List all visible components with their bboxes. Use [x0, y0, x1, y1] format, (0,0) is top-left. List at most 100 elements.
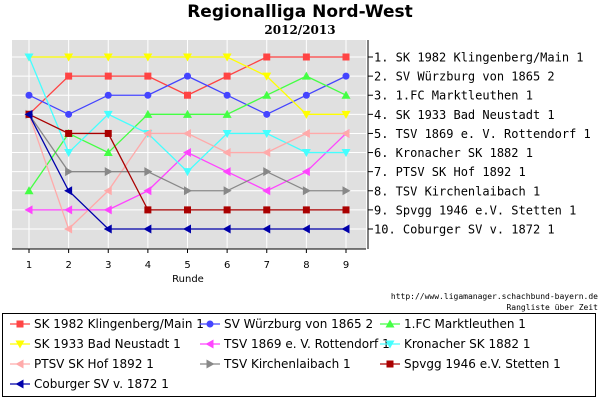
data-point	[104, 72, 112, 80]
data-point	[103, 186, 112, 196]
data-point	[302, 186, 311, 196]
data-point	[143, 224, 152, 234]
data-point	[143, 186, 152, 196]
series-line	[24, 53, 351, 177]
x-tick-label: 8	[303, 260, 309, 271]
data-point	[183, 128, 191, 138]
data-point	[341, 224, 350, 234]
legend-label: PTSV SK Hof 1892 1	[34, 357, 154, 371]
ranking-label: 5. TSV 1869 e. V. Rottendorf 1	[374, 127, 591, 141]
data-point	[222, 167, 231, 177]
data-point	[342, 53, 350, 61]
legend-label: Kronacher SK 1882 1	[404, 337, 531, 351]
legend-label: 1.FC Marktleuthen 1	[404, 317, 526, 331]
data-point	[24, 186, 34, 195]
legend-swatch	[380, 319, 400, 328]
data-point	[342, 72, 350, 80]
data-point	[65, 167, 74, 177]
data-point	[64, 186, 73, 196]
data-point	[263, 167, 272, 177]
series-line	[24, 128, 350, 215]
chart-subtitle: 2012/2013	[264, 23, 336, 37]
data-point	[302, 53, 310, 61]
data-point	[222, 224, 231, 234]
x-tick-label: 6	[224, 260, 230, 271]
ranking-label: 7. PTSV SK Hof 1892 1	[374, 165, 526, 179]
x-tick-label: 1	[26, 260, 32, 271]
data-point	[341, 90, 351, 99]
ranking-label: 8. TSV Kirchenlaibach 1	[374, 184, 540, 198]
data-point	[103, 224, 112, 234]
x-tick-label: 3	[105, 260, 111, 271]
data-point	[103, 110, 113, 119]
legend-item: SK 1982 Klingenberg/Main 1	[9, 316, 204, 332]
data-point	[262, 129, 272, 138]
legend-swatch	[10, 320, 30, 328]
data-point	[143, 128, 152, 138]
data-point	[262, 186, 271, 196]
data-point	[183, 109, 192, 118]
legend-item: SK 1933 Bad Neustadt 1	[9, 336, 181, 352]
data-point	[262, 224, 271, 234]
data-point	[103, 53, 113, 62]
legend-swatch	[380, 340, 400, 349]
data-point	[143, 53, 153, 62]
data-point	[223, 206, 231, 214]
data-point	[184, 72, 191, 80]
data-point	[262, 148, 271, 158]
x-tick-label: 9	[343, 260, 349, 271]
data-point	[341, 110, 351, 119]
data-point	[301, 149, 311, 158]
data-point	[144, 206, 152, 214]
data-point	[223, 72, 231, 80]
data-point	[65, 129, 73, 137]
chart-title: Regionalliga Nord-West	[187, 2, 413, 22]
legend-item: Coburger SV v. 1872 1	[9, 376, 169, 392]
data-point	[183, 224, 191, 234]
data-point	[144, 72, 152, 80]
legend-label: SK 1982 Klingenberg/Main 1	[34, 317, 204, 331]
data-point	[302, 206, 310, 214]
ranking-label: 3. 1.FC Marktleuthen 1	[374, 89, 533, 103]
legend-label: SV Würzburg von 1865 2	[224, 317, 374, 331]
data-point	[183, 53, 192, 62]
legend-label: Coburger SV v. 1872 1	[34, 377, 169, 391]
data-point	[143, 109, 153, 118]
data-point	[183, 148, 191, 158]
legend-item: TSV 1869 e. V. Rottendorf 1	[199, 336, 390, 352]
series-line	[25, 53, 350, 118]
legend-label: Spvgg 1946 e.V. Stetten 1	[404, 357, 561, 371]
data-point	[262, 90, 272, 99]
data-point	[103, 148, 113, 157]
x-tick-label: 5	[184, 260, 190, 271]
data-point	[342, 206, 350, 214]
x-tick-label: 7	[264, 260, 270, 271]
data-point	[222, 129, 232, 138]
data-point	[104, 91, 112, 99]
data-point	[64, 53, 74, 62]
data-point	[24, 53, 34, 62]
data-point	[184, 186, 192, 196]
data-point	[263, 110, 271, 118]
credit-url: http://www.ligamanager.schachbund-bayern…	[390, 292, 598, 301]
legend-swatch	[200, 320, 220, 328]
data-point	[64, 149, 74, 158]
data-point	[301, 167, 310, 177]
data-point	[103, 205, 112, 215]
data-point	[64, 224, 73, 234]
data-point	[263, 206, 271, 214]
legend-swatch	[200, 359, 220, 369]
ranking-label: 6. Kronacher SK 1882 1	[374, 146, 533, 160]
data-point	[144, 167, 153, 177]
legend-swatch	[10, 379, 30, 389]
ranking-label: 4. SK 1933 Bad Neustadt 1	[374, 108, 555, 122]
data-point	[263, 53, 271, 61]
data-point	[301, 71, 311, 80]
data-point	[222, 109, 232, 118]
legend-item: SV Würzburg von 1865 2	[199, 316, 373, 332]
legend-item: PTSV SK Hof 1892 1	[9, 356, 154, 372]
legend-swatch	[380, 360, 400, 368]
data-point	[104, 167, 113, 177]
data-point	[24, 205, 33, 215]
